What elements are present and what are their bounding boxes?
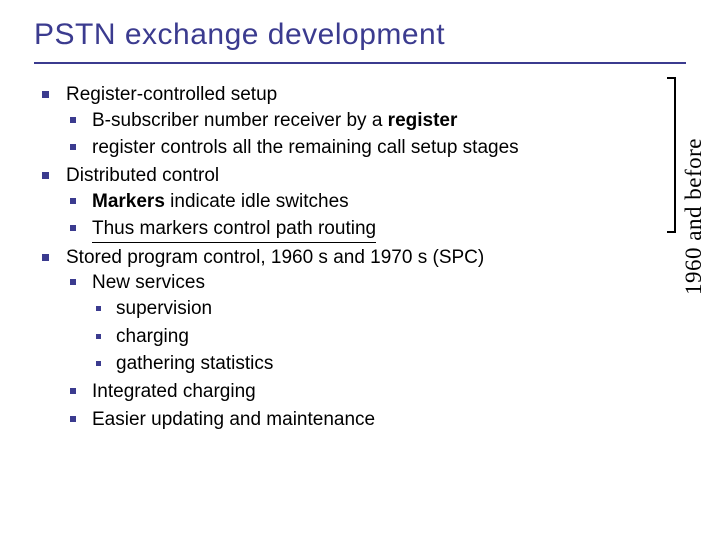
era-label: 1960 and before — [681, 138, 707, 295]
slide-content: Register-controlled setup B-subscriber n… — [34, 82, 686, 432]
item-label: Easier updating and maintenance — [92, 409, 375, 430]
list-item: Integrated charging — [66, 379, 634, 405]
bullet-list: B-subscriber number receiver by a regist… — [66, 108, 634, 161]
list-item: Distributed control Markers indicate idl… — [40, 163, 634, 243]
list-item: charging — [92, 324, 634, 350]
item-label: charging — [116, 326, 189, 347]
item-label: register controls all the remaining call… — [92, 137, 519, 158]
bullet-list: Markers indicate idle switches Thus mark… — [66, 189, 634, 243]
item-label: Thus markers control path routing — [92, 216, 376, 243]
item-label: gathering statistics — [116, 353, 273, 374]
item-label: New services — [92, 272, 205, 293]
bracket-tick-bottom — [667, 231, 676, 233]
list-item: supervision — [92, 296, 634, 322]
list-item: gathering statistics — [92, 351, 634, 377]
item-bold: register — [388, 110, 458, 131]
item-text: B-subscriber number receiver by a — [92, 110, 388, 131]
bracket-line — [674, 77, 676, 233]
list-item: register controls all the remaining call… — [66, 135, 634, 161]
bullet-list: Register-controlled setup B-subscriber n… — [40, 82, 634, 432]
slide: PSTN exchange development Register-contr… — [0, 0, 720, 540]
list-item: Register-controlled setup B-subscriber n… — [40, 82, 634, 161]
item-label: Register-controlled setup — [66, 84, 277, 105]
item-bold: Markers — [92, 191, 165, 212]
item-label: Stored program control, 1960 s and 1970 … — [66, 247, 484, 268]
slide-title: PSTN exchange development — [34, 18, 686, 64]
list-item: New services supervision charging gather… — [66, 270, 634, 377]
bullet-list: supervision charging gathering statistic… — [92, 296, 634, 377]
item-label: Distributed control — [66, 165, 219, 186]
list-item: Easier updating and maintenance — [66, 407, 634, 433]
list-item: Stored program control, 1960 s and 1970 … — [40, 245, 634, 432]
list-item: Thus markers control path routing — [66, 216, 634, 243]
bullet-list: New services supervision charging gather… — [66, 270, 634, 432]
list-item: B-subscriber number receiver by a regist… — [66, 108, 634, 134]
list-item: Markers indicate idle switches — [66, 189, 634, 215]
item-label: supervision — [116, 298, 212, 319]
item-text: indicate idle switches — [165, 191, 349, 212]
item-label: Integrated charging — [92, 381, 256, 402]
